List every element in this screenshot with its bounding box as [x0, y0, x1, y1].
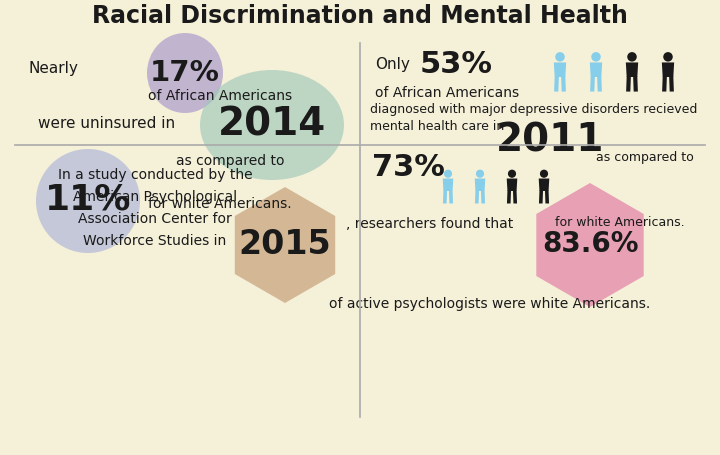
Polygon shape: [475, 191, 479, 204]
Text: of African Americans: of African Americans: [375, 86, 519, 100]
Polygon shape: [474, 179, 485, 192]
Polygon shape: [235, 187, 336, 303]
Text: 2015: 2015: [238, 227, 331, 260]
Polygon shape: [590, 63, 602, 78]
Text: 73%: 73%: [372, 153, 445, 182]
Polygon shape: [597, 77, 602, 92]
Text: 17%: 17%: [150, 59, 220, 87]
Text: In a study conducted by the
American Psychological
Association Center for
Workfo: In a study conducted by the American Psy…: [58, 168, 252, 247]
Text: 11%: 11%: [45, 182, 131, 217]
Text: mental health care in: mental health care in: [370, 119, 504, 132]
Ellipse shape: [36, 150, 140, 253]
Circle shape: [444, 170, 452, 178]
Text: as compared to: as compared to: [176, 154, 284, 167]
Text: , researchers found that: , researchers found that: [346, 217, 513, 231]
Text: of African Americans: of African Americans: [148, 89, 292, 103]
Circle shape: [540, 170, 548, 178]
Polygon shape: [443, 191, 447, 204]
Polygon shape: [539, 191, 543, 204]
Polygon shape: [662, 77, 667, 92]
Polygon shape: [449, 191, 453, 204]
Text: Only: Only: [375, 56, 410, 71]
Polygon shape: [539, 179, 549, 192]
Circle shape: [663, 53, 672, 62]
Polygon shape: [626, 77, 631, 92]
Text: diagnosed with major depressive disorders recieved: diagnosed with major depressive disorder…: [370, 103, 698, 116]
Polygon shape: [662, 63, 674, 78]
Ellipse shape: [200, 71, 344, 181]
Text: 53%: 53%: [420, 50, 493, 78]
Polygon shape: [507, 179, 517, 192]
Polygon shape: [481, 191, 485, 204]
Text: of active psychologists were white Americans.: of active psychologists were white Ameri…: [329, 296, 651, 310]
Polygon shape: [633, 77, 638, 92]
Polygon shape: [443, 179, 454, 192]
Polygon shape: [554, 63, 566, 78]
Polygon shape: [536, 184, 644, 307]
Text: as compared to: as compared to: [596, 151, 694, 164]
Polygon shape: [669, 77, 674, 92]
Text: were uninsured in: were uninsured in: [38, 115, 175, 130]
Text: for white Americans.: for white Americans.: [148, 197, 292, 211]
Text: 83.6%: 83.6%: [541, 229, 638, 258]
Circle shape: [508, 170, 516, 178]
Circle shape: [627, 53, 636, 62]
Text: 2011: 2011: [496, 121, 604, 159]
Polygon shape: [513, 191, 517, 204]
Polygon shape: [561, 77, 566, 92]
Text: Nearly: Nearly: [28, 61, 78, 76]
Circle shape: [555, 53, 564, 62]
Polygon shape: [545, 191, 549, 204]
Polygon shape: [590, 77, 595, 92]
Polygon shape: [507, 191, 511, 204]
Ellipse shape: [147, 34, 223, 114]
Polygon shape: [554, 77, 559, 92]
Polygon shape: [626, 63, 638, 78]
Text: 2014: 2014: [218, 106, 326, 144]
Circle shape: [476, 170, 484, 178]
Text: for white Americans.: for white Americans.: [555, 215, 685, 228]
Circle shape: [591, 53, 600, 62]
Text: Racial Discrimination and Mental Health: Racial Discrimination and Mental Health: [92, 4, 628, 28]
